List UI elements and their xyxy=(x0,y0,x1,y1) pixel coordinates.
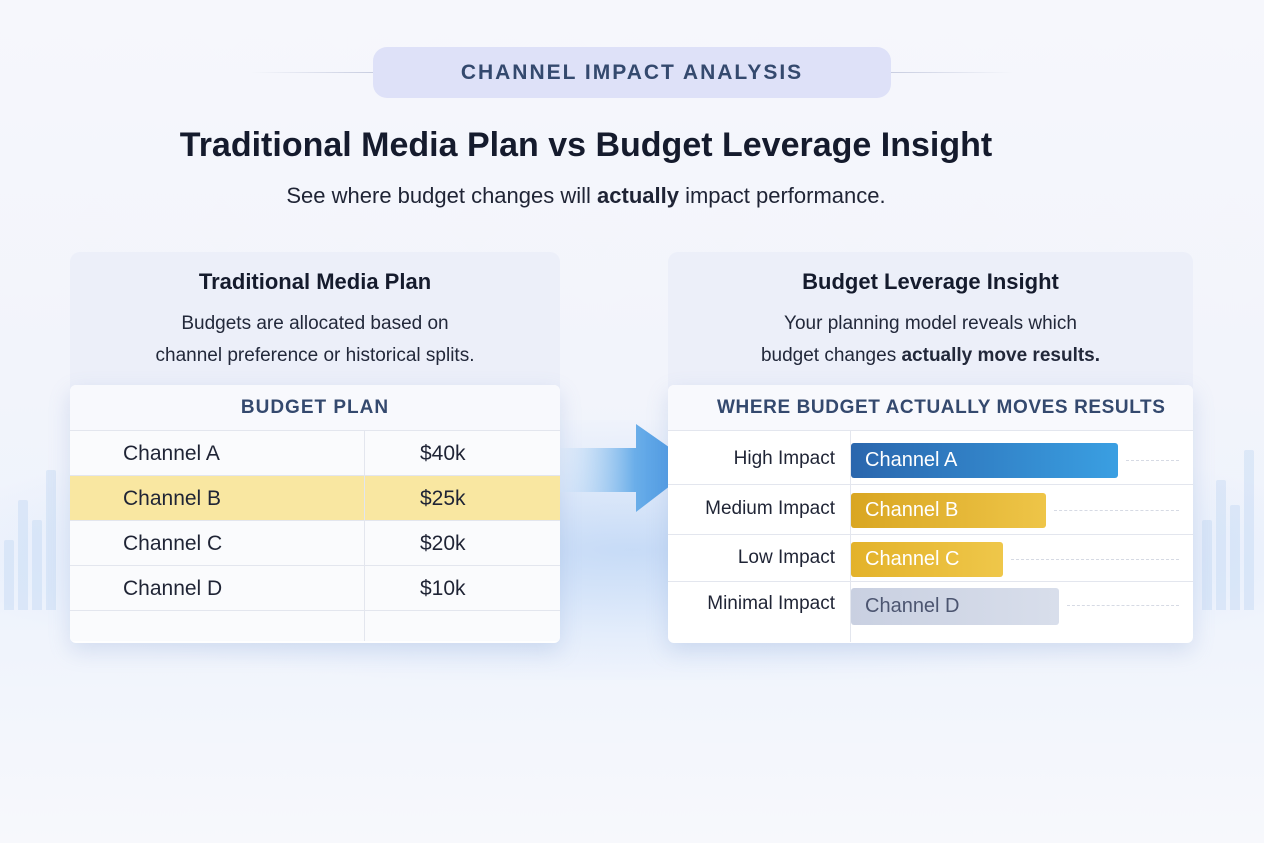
impact-row: High Impact Channel A xyxy=(668,431,1193,485)
impact-guide-line xyxy=(1126,460,1179,461)
arrow-right-icon xyxy=(560,424,696,512)
pill-rule-left xyxy=(250,72,374,73)
impact-bar: Channel A xyxy=(851,443,1118,478)
row-budget: $25k xyxy=(420,487,466,510)
subtitle-text-end: impact performance. xyxy=(678,183,886,208)
page-subtitle: See where budget changes will actually i… xyxy=(0,183,1172,209)
impact-guide-line xyxy=(1011,559,1179,560)
table-row: Channel C $20k xyxy=(70,521,560,566)
impact-guide-line xyxy=(1054,510,1179,511)
row-channel: Channel C xyxy=(123,532,223,555)
traditional-plan-title: Traditional Media Plan xyxy=(198,269,432,294)
leverage-desc-text: budget changes xyxy=(760,345,902,366)
leverage-desc-line-2: budget changes actually move results. xyxy=(668,340,1193,372)
row-channel: Channel B xyxy=(123,487,222,510)
table-row: Channel D $10k xyxy=(70,566,560,611)
impact-guide-line xyxy=(1067,605,1179,606)
row-channel: Channel D xyxy=(123,577,223,600)
background-bars-right xyxy=(1194,430,1264,610)
budget-leverage-title: Budget Leverage Insight xyxy=(802,269,1059,294)
row-budget: $10k xyxy=(420,577,466,600)
budget-leverage-description: Your planning model reveals which budget… xyxy=(668,308,1193,372)
impact-rows: High Impact Channel A Medium Impact Channel… xyxy=(668,431,1193,642)
impact-level-label: Minimal Impact xyxy=(707,593,835,614)
impact-bar: Channel B xyxy=(851,493,1046,528)
impact-bar: Channel D xyxy=(851,588,1059,625)
table-row-empty xyxy=(70,611,560,641)
row-budget: $40k xyxy=(420,442,466,465)
table-row-highlighted: Channel B $25k xyxy=(70,476,560,521)
traditional-plan-description: Budgets are allocated based on channel p… xyxy=(70,308,560,372)
budget-leverage-card: Budget Leverage Insight Your planning mo… xyxy=(668,252,1193,392)
impact-level-label: Medium Impact xyxy=(705,498,835,519)
leverage-desc-line-1: Your planning model reveals which xyxy=(784,313,1077,334)
budget-plan-table: BUDGET PLAN Channel A $40k Channel B $25… xyxy=(70,385,560,643)
impact-row: Minimal Impact Channel D xyxy=(668,582,1193,642)
traditional-desc-line-2: channel preference or historical splits. xyxy=(155,345,475,366)
impact-table: WHERE BUDGET ACTUALLY MOVES RESULTS High… xyxy=(668,385,1193,643)
subtitle-emphasis: actually xyxy=(597,183,679,208)
impact-table-header: WHERE BUDGET ACTUALLY MOVES RESULTS xyxy=(668,385,1193,431)
traditional-plan-card: Traditional Media Plan Budgets are alloc… xyxy=(70,252,560,392)
subtitle-text-start: See where budget changes will xyxy=(286,183,598,208)
page-title: Traditional Media Plan vs Budget Leverag… xyxy=(179,126,993,164)
impact-bar: Channel C xyxy=(851,542,1003,577)
budget-plan-header: BUDGET PLAN xyxy=(70,385,560,431)
impact-level-label: High Impact xyxy=(733,448,835,469)
impact-row: Low Impact Channel C xyxy=(668,535,1193,582)
row-channel: Channel A xyxy=(123,442,220,465)
background-bars-left xyxy=(0,430,70,610)
section-pill: CHANNEL IMPACT ANALYSIS xyxy=(373,47,891,98)
pill-rule-right xyxy=(890,72,1014,73)
table-row: Channel A $40k xyxy=(70,431,560,476)
leverage-desc-emphasis: actually move results. xyxy=(901,345,1101,366)
row-budget: $20k xyxy=(420,532,466,555)
traditional-desc-line-1: Budgets are allocated based on xyxy=(181,313,449,334)
impact-level-label: Low Impact xyxy=(737,547,835,568)
impact-row: Medium Impact Channel B xyxy=(668,485,1193,535)
